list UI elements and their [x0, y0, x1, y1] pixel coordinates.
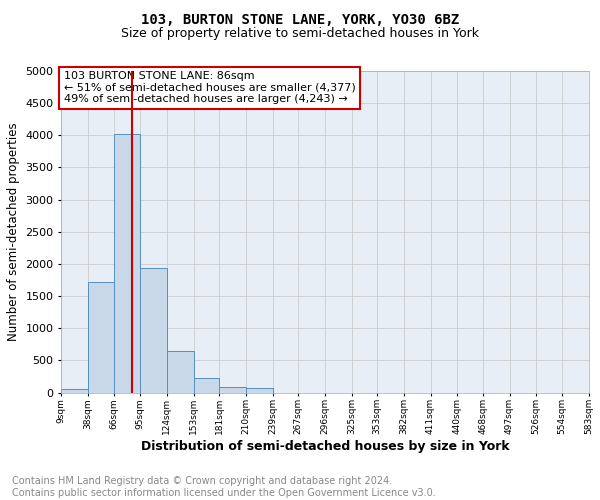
Bar [61, 389, 88, 392]
Text: 103, BURTON STONE LANE, YORK, YO30 6BZ: 103, BURTON STONE LANE, YORK, YO30 6BZ [141, 12, 459, 26]
Y-axis label: Number of semi-detached properties: Number of semi-detached properties [7, 122, 20, 341]
Bar [167, 351, 194, 393]
Bar [113, 134, 140, 392]
Bar [88, 282, 113, 393]
X-axis label: Distribution of semi-detached houses by size in York: Distribution of semi-detached houses by … [140, 440, 509, 453]
Text: Size of property relative to semi-detached houses in York: Size of property relative to semi-detach… [121, 28, 479, 40]
Bar [246, 388, 272, 392]
Bar [194, 378, 219, 392]
Text: 103 BURTON STONE LANE: 86sqm
← 51% of semi-detached houses are smaller (4,377)
4: 103 BURTON STONE LANE: 86sqm ← 51% of se… [64, 72, 356, 104]
Text: Contains HM Land Registry data © Crown copyright and database right 2024.
Contai: Contains HM Land Registry data © Crown c… [12, 476, 436, 498]
Bar [219, 387, 246, 392]
Bar [140, 268, 167, 392]
